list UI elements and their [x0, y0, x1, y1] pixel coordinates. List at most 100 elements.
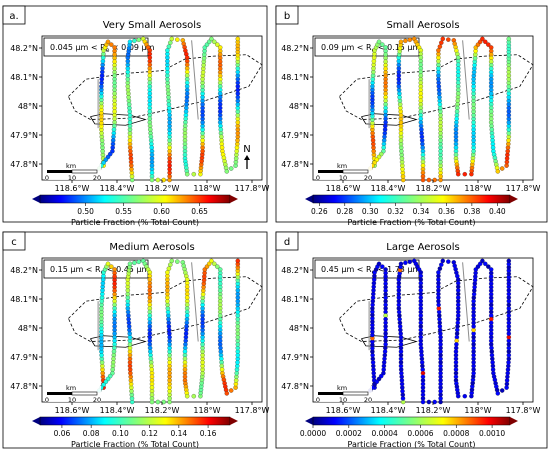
x-tick-label: 118.2°W	[145, 184, 180, 193]
track-point	[407, 37, 413, 43]
y-tick-label: 47.9°N	[281, 131, 309, 140]
track-point	[398, 261, 404, 267]
colorbar-tick-label: 0.06	[54, 429, 71, 438]
flight-track	[96, 36, 241, 183]
track-point	[480, 258, 485, 264]
track-point	[455, 393, 461, 399]
colorbar-tick-label: 0.55	[115, 207, 132, 216]
y-tick-label: 48°N	[289, 102, 309, 111]
scale-tick-label: 20	[364, 174, 372, 182]
scale-tick-label: 0	[316, 174, 320, 182]
track-point	[380, 264, 385, 269]
track-point	[436, 48, 441, 53]
scale-segment	[71, 391, 98, 396]
colorbar-under-arrow	[305, 417, 313, 425]
track-point	[166, 266, 172, 271]
panel-letter-box	[2, 231, 26, 251]
track-point	[105, 39, 111, 45]
scale-bar: km 0 10 20	[316, 384, 372, 404]
track-point	[224, 391, 230, 396]
y-tick-label: 48.2°N	[281, 44, 309, 53]
track-point	[165, 48, 170, 53]
track-point	[191, 393, 197, 399]
panel-letter: d	[284, 237, 290, 248]
colorbar-tick-label: 0.0004	[372, 429, 398, 438]
track-point	[228, 166, 234, 171]
colorbar-tick-label: 0.26	[311, 207, 328, 216]
track-point	[506, 258, 512, 264]
y-tick-label: 48.1°N	[281, 295, 309, 304]
track-point	[136, 259, 142, 265]
track-point	[506, 36, 512, 42]
lake-outline	[90, 113, 147, 126]
track-point	[403, 38, 408, 44]
scale-segment	[342, 391, 369, 396]
colorbar-tick-label: 0.14	[170, 429, 187, 438]
lake-outline	[361, 335, 418, 348]
colorbar-tick-label: 0.28	[336, 207, 353, 216]
reservation-boundary	[68, 276, 263, 342]
track-point	[499, 166, 505, 171]
panel-frame	[2, 231, 268, 449]
reservation-boundary	[339, 54, 534, 120]
track-point	[446, 259, 451, 264]
colorbar-tick-label: 0.40	[489, 207, 506, 216]
track-point	[439, 40, 444, 45]
y-tick-label: 47.9°N	[10, 353, 38, 362]
track-point	[109, 42, 114, 47]
track-point	[407, 259, 413, 265]
panel-letter: c	[11, 237, 17, 248]
track-point	[495, 169, 501, 174]
track-point	[426, 399, 432, 405]
north-arrow-head	[244, 155, 250, 160]
x-tick-label: 118.2°W	[416, 184, 451, 193]
y-tick-label: 48.1°N	[10, 295, 38, 304]
track-point	[380, 42, 385, 47]
scale-segment	[47, 170, 72, 173]
colorbar-tick-label: 0.0002	[336, 429, 362, 438]
colorbar-tick-label: 0.32	[387, 207, 404, 216]
colorbar-tick-label: 0.0010	[479, 429, 505, 438]
x-tick-label: 118.2°W	[145, 406, 180, 415]
track-point	[161, 177, 166, 183]
scale-tick-label: 10	[68, 174, 76, 182]
x-tick-label: 118.4°W	[100, 406, 135, 415]
colorbar-under-arrow	[32, 195, 40, 203]
track-point	[440, 258, 446, 264]
track-point	[215, 264, 220, 269]
track-point	[184, 171, 190, 177]
track-point	[165, 270, 170, 275]
track-point	[155, 399, 161, 405]
panel-letter-box	[275, 231, 299, 251]
scale-bar-unit: km	[66, 384, 76, 392]
track-point	[209, 36, 214, 42]
colorbar-tick-label: 0.34	[413, 207, 430, 216]
colorbar-gradient	[39, 194, 231, 204]
scale-tick-label: 20	[93, 396, 101, 404]
colorbar-tick-label: 0.50	[77, 207, 94, 216]
colorbar-tick-label: 0.36	[438, 207, 455, 216]
scale-tick-label: 10	[339, 174, 347, 182]
x-tick-label: 118.4°W	[100, 184, 135, 193]
panel-letter: a.	[9, 11, 18, 22]
colorbar-tick-label: 0.08	[83, 429, 100, 438]
scale-bar: km 0 10 20	[316, 162, 372, 182]
track-point	[127, 39, 133, 45]
y-tick-label: 47.8°N	[281, 160, 309, 169]
track-point	[235, 36, 241, 42]
x-tick-label: 118°W	[193, 406, 220, 415]
colorbar-tick-label: 0.38	[464, 207, 481, 216]
colorbar-label: Particle Fraction (% Total Count)	[71, 218, 199, 227]
y-tick-label: 48°N	[289, 324, 309, 333]
panel-title: Small Aerosols	[386, 20, 459, 31]
colorbar-tick-label: 0.0006	[407, 429, 433, 438]
track-point	[168, 262, 173, 267]
colorbar-tick-label: 0.30	[362, 207, 379, 216]
colorbar-gradient	[39, 416, 231, 426]
x-tick-label: 117.8°W	[506, 406, 541, 415]
scale-segment	[71, 169, 98, 174]
